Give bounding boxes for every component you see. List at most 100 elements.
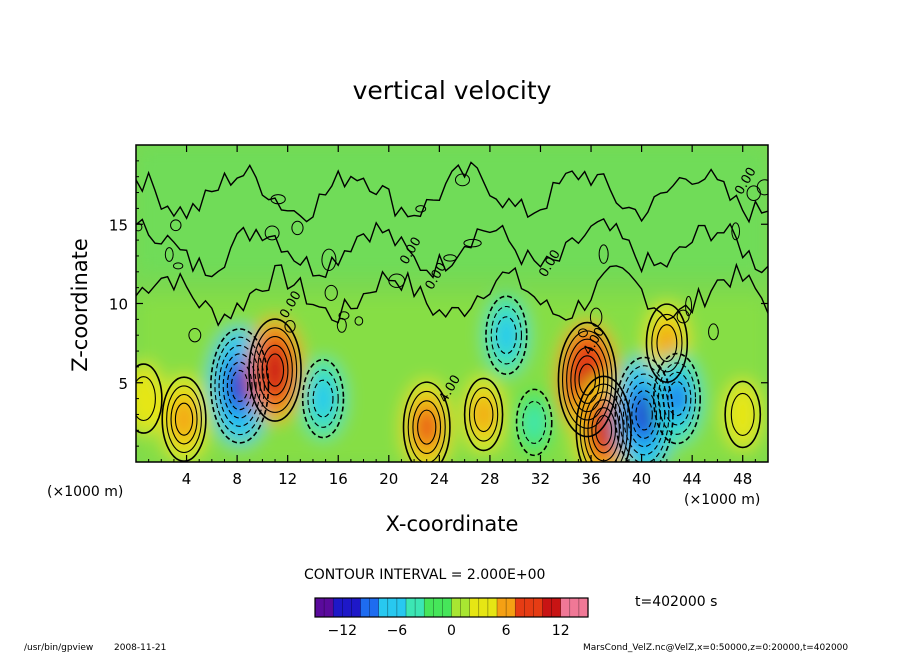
colorbar-segment <box>497 598 507 617</box>
x-axis-ticks: 4 8 12 16 20 24 28 32 36 40 44 48 <box>148 145 756 488</box>
footer-source: MarsCond_VelZ.nc@VelZ,x=0:50000,z=0:2000… <box>583 643 849 653</box>
x-tick-label: 24 <box>430 470 449 488</box>
colorbar-segment <box>369 598 380 617</box>
colorbar-segment <box>406 598 416 617</box>
field-cell <box>264 350 287 391</box>
field-cell <box>472 393 496 435</box>
x-tick-label: 40 <box>632 470 651 488</box>
contour-line <box>222 353 257 419</box>
colorbar-segment <box>333 598 343 617</box>
contour-line <box>570 346 605 413</box>
contour-line <box>622 373 666 456</box>
colorbar-segment <box>424 598 434 617</box>
colorbar-tick-label: −12 <box>328 623 358 639</box>
colorbar-segment <box>524 598 534 617</box>
contour-line <box>657 362 697 435</box>
contour-line <box>417 409 437 445</box>
contour-line <box>490 305 523 365</box>
colorbar-segment <box>560 598 571 617</box>
small-contour <box>170 219 182 232</box>
small-contour <box>388 273 406 288</box>
contour-line <box>301 358 345 439</box>
small-contour <box>264 225 280 241</box>
x-tick-label: 20 <box>379 470 398 488</box>
zero-contour <box>136 161 768 224</box>
contour-line <box>495 316 517 355</box>
colorbar-segment <box>360 598 371 617</box>
small-contour <box>731 222 741 241</box>
contour-line <box>627 381 662 448</box>
small-contour <box>270 194 286 205</box>
contour-line <box>248 318 302 422</box>
colorbar-segment <box>442 598 453 617</box>
colorbar-segment <box>342 598 352 617</box>
colorbar-segment <box>569 598 580 617</box>
upper-layer-shading <box>136 145 768 275</box>
contour-line <box>645 303 689 383</box>
contour-line <box>166 385 202 454</box>
contour-line <box>226 361 253 411</box>
small-contour <box>598 244 609 264</box>
contour-line <box>730 392 755 437</box>
x-axis-label: X-coordinate <box>385 512 519 536</box>
field-cell <box>731 395 754 434</box>
contour-line <box>407 390 446 462</box>
contour-line <box>566 338 609 421</box>
field-cell <box>594 413 614 448</box>
colorbar-segment <box>415 598 425 617</box>
colorbar-segment <box>578 598 589 617</box>
field-cell <box>416 409 437 446</box>
contour-line <box>136 363 163 434</box>
colorbar-segment <box>542 598 553 617</box>
contour-line <box>307 369 339 428</box>
contour-line <box>463 377 504 452</box>
contour-line <box>257 336 293 405</box>
field-cell <box>666 380 688 417</box>
x-tick-label: 28 <box>480 470 499 488</box>
contour-line <box>575 375 632 462</box>
field-cell <box>136 378 155 419</box>
colorbar-segment <box>469 598 480 617</box>
small-contour <box>454 173 471 187</box>
small-contour <box>164 247 174 262</box>
contour-line <box>473 396 494 433</box>
colorbar-segment <box>515 598 525 617</box>
contour-line <box>574 355 601 404</box>
contour-line <box>583 391 624 462</box>
contour-line <box>265 353 285 387</box>
contour-line <box>136 376 156 422</box>
contour-line <box>312 379 334 418</box>
contour-line <box>631 390 657 439</box>
colorbar-segment <box>378 598 389 617</box>
contour-line <box>579 383 628 462</box>
contour-line <box>656 324 678 363</box>
small-contour <box>324 284 338 301</box>
contour-line <box>261 344 289 396</box>
contour-line <box>591 407 617 454</box>
colorbar-segment <box>551 598 562 617</box>
small-contour <box>136 222 143 232</box>
contour-line <box>652 352 701 445</box>
colorbar-segment <box>478 598 489 617</box>
small-contour <box>338 311 350 320</box>
x-tick-label: 12 <box>278 470 297 488</box>
colorbar-segment <box>433 598 443 617</box>
x-tick-label: 36 <box>581 470 600 488</box>
contour-interval-text: CONTOUR INTERVAL = 2.000E+00 <box>304 567 546 583</box>
small-contour <box>415 205 427 213</box>
y-tick-label: 15 <box>109 216 128 234</box>
field-cell <box>229 368 250 404</box>
contour-line <box>252 327 298 413</box>
time-label: t=402000 s <box>635 594 718 610</box>
y-axis-ticks: 5 10 15 <box>109 160 768 447</box>
colorbar-segment <box>315 598 325 617</box>
chart-title: vertical velocity <box>352 76 552 105</box>
contour-line <box>618 365 670 462</box>
small-contour <box>676 309 690 324</box>
colorbar-segment <box>506 598 516 617</box>
footer-date: 2008-11-21 <box>114 643 167 653</box>
colorbar-frame <box>314 597 589 618</box>
x-tick-label: 4 <box>182 470 192 488</box>
contour-line <box>170 393 198 445</box>
x-tick-label: 8 <box>232 470 242 488</box>
